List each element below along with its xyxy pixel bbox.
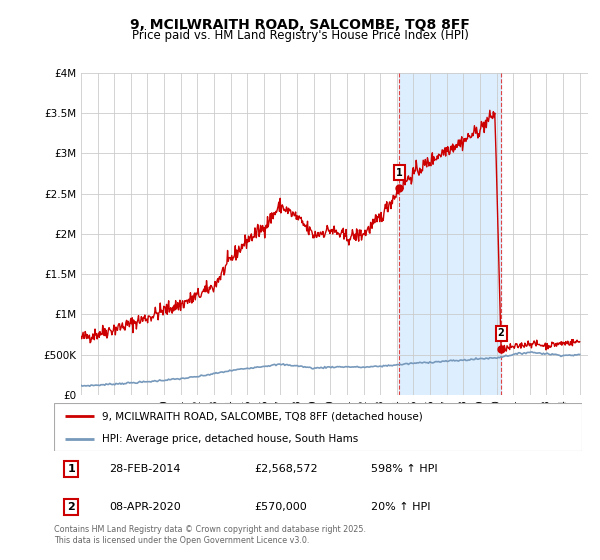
- Text: 28-FEB-2014: 28-FEB-2014: [109, 464, 181, 474]
- Text: £2,568,572: £2,568,572: [254, 464, 318, 474]
- Text: 1: 1: [396, 167, 403, 178]
- Text: Price paid vs. HM Land Registry's House Price Index (HPI): Price paid vs. HM Land Registry's House …: [131, 29, 469, 42]
- Text: 9, MCILWRAITH ROAD, SALCOMBE, TQ8 8FF: 9, MCILWRAITH ROAD, SALCOMBE, TQ8 8FF: [130, 18, 470, 32]
- Text: 598% ↑ HPI: 598% ↑ HPI: [371, 464, 437, 474]
- Text: £570,000: £570,000: [254, 502, 307, 512]
- Text: 1: 1: [67, 464, 75, 474]
- Text: 9, MCILWRAITH ROAD, SALCOMBE, TQ8 8FF (detached house): 9, MCILWRAITH ROAD, SALCOMBE, TQ8 8FF (d…: [101, 411, 422, 421]
- Text: 20% ↑ HPI: 20% ↑ HPI: [371, 502, 430, 512]
- Bar: [400, 73, 501, 395]
- Text: 2: 2: [67, 502, 75, 512]
- Text: 08-APR-2020: 08-APR-2020: [109, 502, 181, 512]
- Text: HPI: Average price, detached house, South Hams: HPI: Average price, detached house, Sout…: [101, 434, 358, 444]
- Text: Contains HM Land Registry data © Crown copyright and database right 2025.
This d: Contains HM Land Registry data © Crown c…: [54, 525, 366, 545]
- Text: 2: 2: [497, 329, 505, 338]
